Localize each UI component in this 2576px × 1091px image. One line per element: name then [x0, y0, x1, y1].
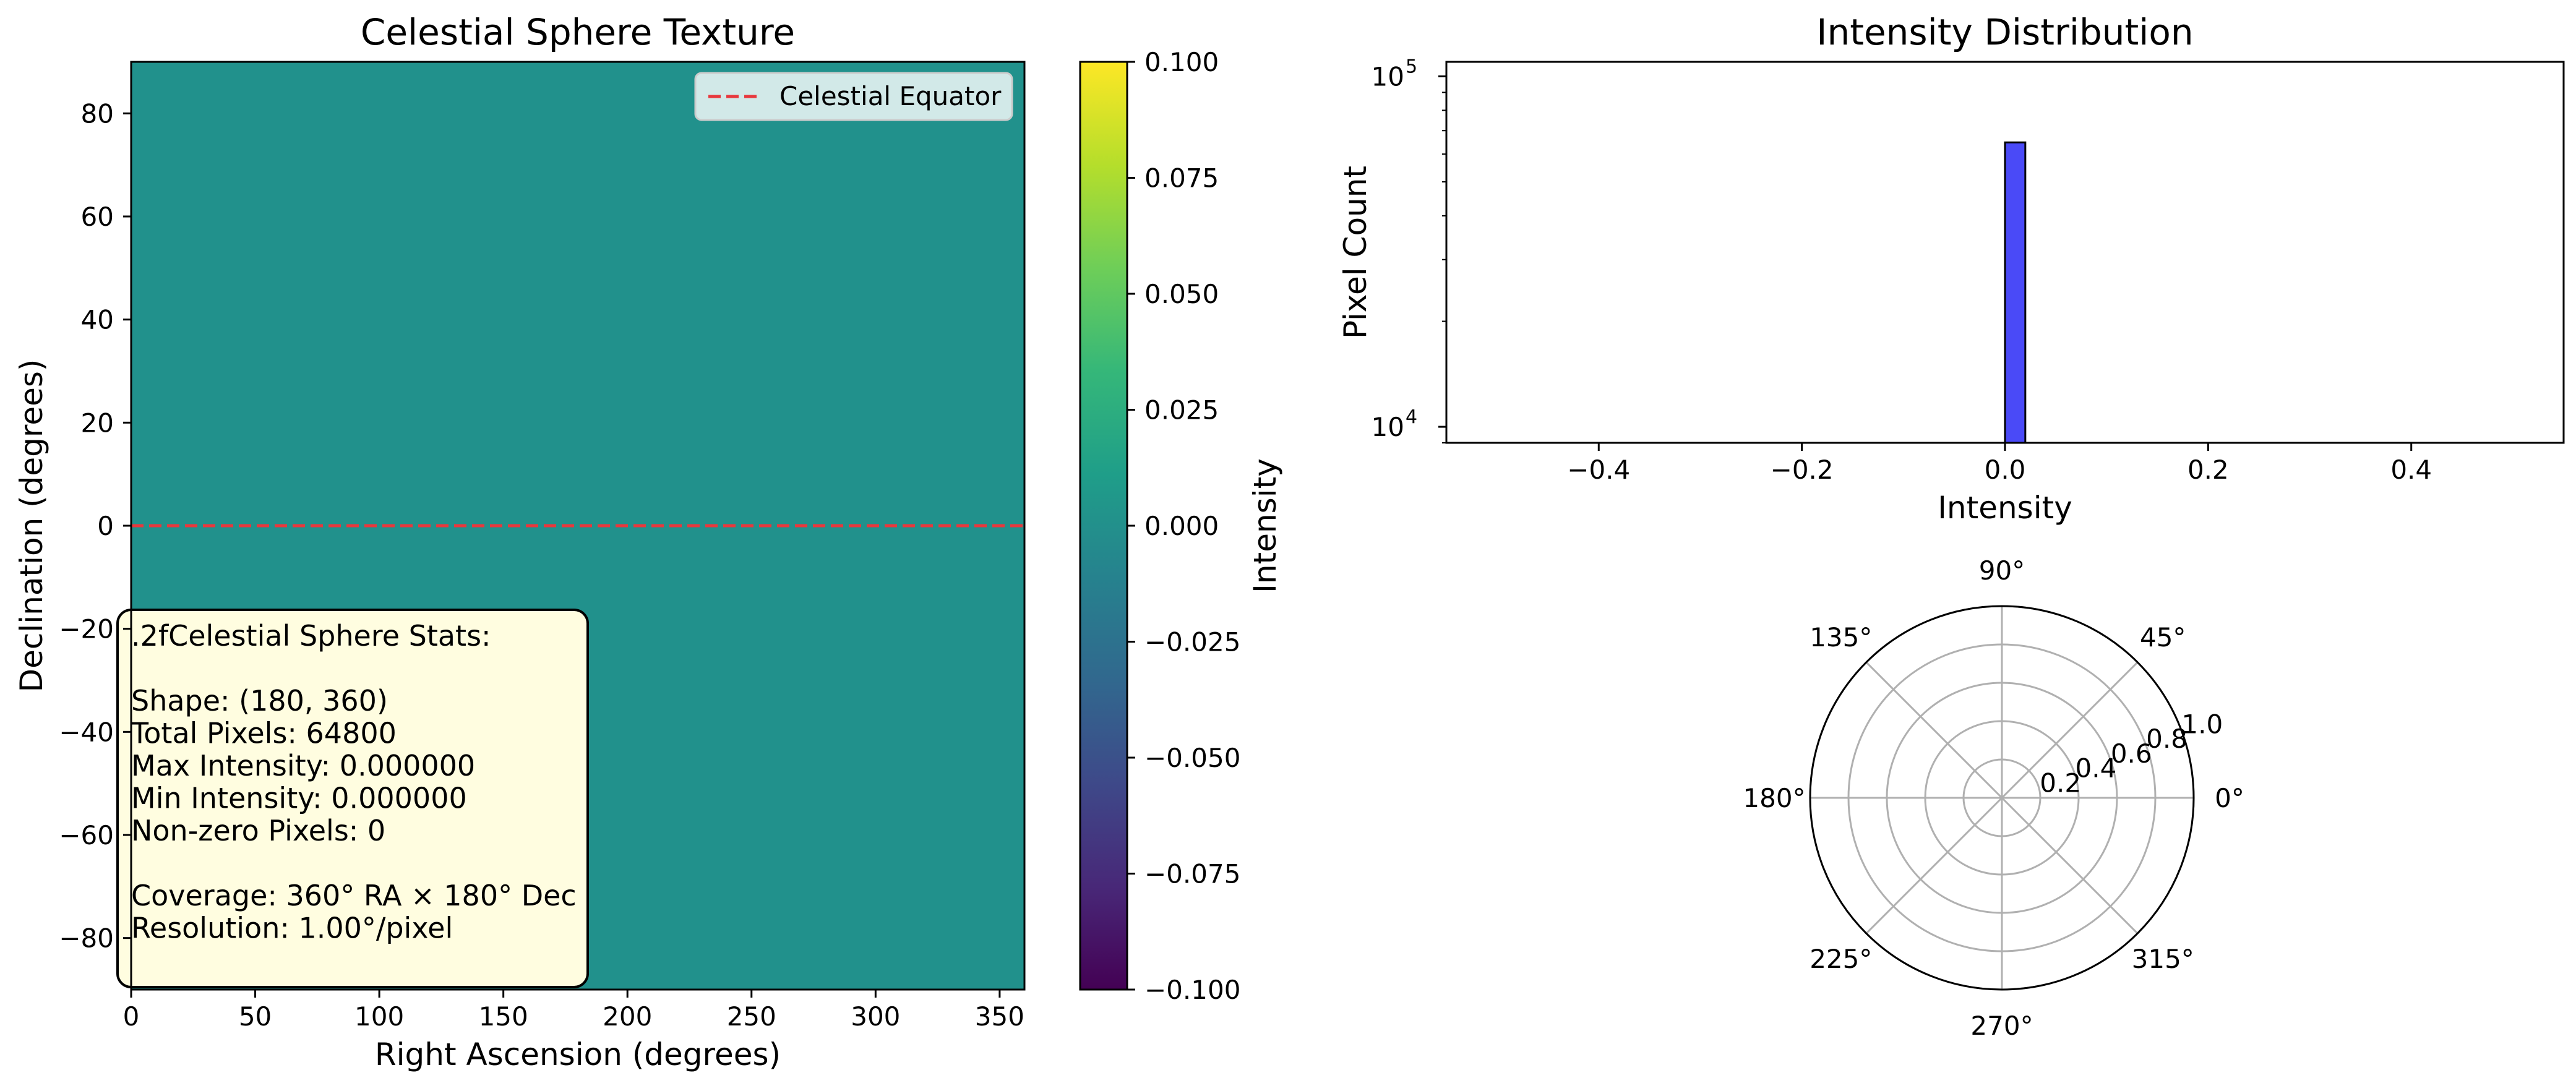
- x-tick-label: 300: [851, 1001, 900, 1032]
- y-tick-label: 20: [81, 408, 114, 438]
- y-tick-label: −80: [59, 923, 114, 954]
- colorbar-tick-label: −0.100: [1144, 975, 1240, 1005]
- hist-x-tick-label: 0.0: [1985, 455, 2026, 485]
- polar-angle-label: 135°: [1810, 622, 1872, 652]
- stats-line: Shape: (180, 360): [131, 684, 388, 717]
- colorbar-tick-label: 0.075: [1144, 163, 1219, 194]
- polar-radial-label: 0.4: [2076, 753, 2117, 784]
- histogram-bar: [2004, 141, 2027, 444]
- polar-angle-label: 270°: [1970, 1011, 2033, 1041]
- stats-line: .2fCelestial Sphere Stats:: [131, 619, 491, 652]
- x-tick-label: 200: [603, 1001, 652, 1032]
- heatmap-title: Celestial Sphere Texture: [361, 11, 795, 53]
- polar-radial-label: 0.2: [2040, 768, 2081, 798]
- colorbar-label: Intensity: [1247, 458, 1283, 593]
- hist-y-tick-exponent: 5: [1406, 56, 1417, 77]
- stats-line: Min Intensity: 0.000000: [131, 782, 467, 815]
- legend-label: Celestial Equator: [779, 81, 1002, 111]
- stats-line: Total Pixels: 64800: [131, 717, 397, 750]
- colorbar-tick-label: 0.000: [1144, 511, 1219, 541]
- colorbar-tick-label: −0.050: [1144, 743, 1240, 773]
- histogram-title: Intensity Distribution: [1816, 11, 2193, 53]
- polar-angle-label: 315°: [2132, 944, 2194, 974]
- histogram-x-label: Intensity: [1938, 490, 2072, 526]
- polar-frame: [1809, 605, 2195, 991]
- y-tick-label: −20: [59, 614, 114, 644]
- heatmap-panel: .2fCelestial Sphere Stats: Shape: (180, 3…: [14, 11, 1026, 1072]
- x-tick-label: 50: [239, 1001, 272, 1032]
- y-tick-label: −60: [59, 820, 114, 850]
- legend: Celestial Equator: [694, 72, 1013, 121]
- stats-box: .2fCelestial Sphere Stats: Shape: (180, 3…: [116, 609, 589, 988]
- colorbar-tick-label: 0.025: [1144, 395, 1219, 426]
- stats-box-background: [116, 609, 589, 988]
- polar-angle-label: 0°: [2215, 783, 2244, 813]
- colorbar-tick-label: −0.075: [1144, 859, 1240, 889]
- polar-angle-label: 225°: [1810, 944, 1872, 974]
- polar-grid-spoke: [2001, 661, 2139, 799]
- polar-radial-label: 0.6: [2111, 738, 2152, 769]
- stats-line: Coverage: 360° RA × 180° Dec: [131, 879, 577, 912]
- heatmap-y-label: Declination (degrees): [14, 359, 49, 693]
- colorbar-panel: −0.100 −0.075 −0.050 −0.025 0.000 0.025 0.050 0…: [1079, 47, 1283, 1005]
- y-tick-label: 40: [81, 305, 114, 335]
- stats-line: Max Intensity: 0.000000: [131, 749, 475, 782]
- hist-x-tick-label: 0.2: [2187, 455, 2229, 485]
- x-tick-label: 350: [975, 1001, 1024, 1032]
- polar-angle-label: 90°: [1979, 555, 2025, 586]
- colorbar-tick-label: 0.050: [1144, 279, 1219, 309]
- polar-grid-spoke: [1865, 661, 2003, 799]
- polar-panel: 0° 45° 90° 135° 180° 225° 270° 315° 0.20.40.60.8…: [1743, 555, 2244, 1041]
- hist-y-tick-label: 10: [1372, 412, 1404, 442]
- hist-y-tick-label: 10: [1372, 61, 1404, 92]
- hist-x-tick-label: 0.4: [2390, 455, 2432, 485]
- y-tick-label: 0: [97, 511, 114, 541]
- colorbar: [1079, 61, 1128, 991]
- x-tick-label: 150: [479, 1001, 528, 1032]
- polar-angle-label: 45°: [2140, 622, 2186, 652]
- polar-angle-label: 180°: [1743, 783, 1805, 813]
- hist-y-tick-exponent: 4: [1406, 406, 1417, 428]
- polar-radial-label: 1.0: [2181, 709, 2223, 739]
- hist-x-tick-label: −0.2: [1771, 455, 1834, 485]
- heatmap-x-label: Right Ascension (degrees): [375, 1037, 781, 1072]
- stats-line: Non-zero Pixels: 0: [131, 814, 385, 847]
- x-tick-label: 0: [123, 1001, 140, 1032]
- histogram-y-label: Pixel Count: [1337, 166, 1373, 339]
- polar-grid-spoke: [2001, 797, 2139, 935]
- colorbar-tick-label: 0.100: [1144, 47, 1219, 77]
- stats-line: Resolution: 1.00°/pixel: [131, 912, 453, 945]
- legend-frame: [694, 72, 1013, 121]
- x-tick-label: 250: [727, 1001, 776, 1032]
- polar-grid-spoke: [1865, 797, 2003, 935]
- colorbar-tick-label: −0.025: [1144, 627, 1240, 657]
- y-tick-label: 60: [81, 202, 114, 232]
- hist-x-tick-label: −0.4: [1567, 455, 1630, 485]
- y-tick-label: −40: [59, 717, 114, 747]
- polar-radial-label: 0.8: [2146, 724, 2187, 754]
- y-tick-label: 80: [81, 98, 114, 129]
- x-tick-label: 100: [354, 1001, 404, 1032]
